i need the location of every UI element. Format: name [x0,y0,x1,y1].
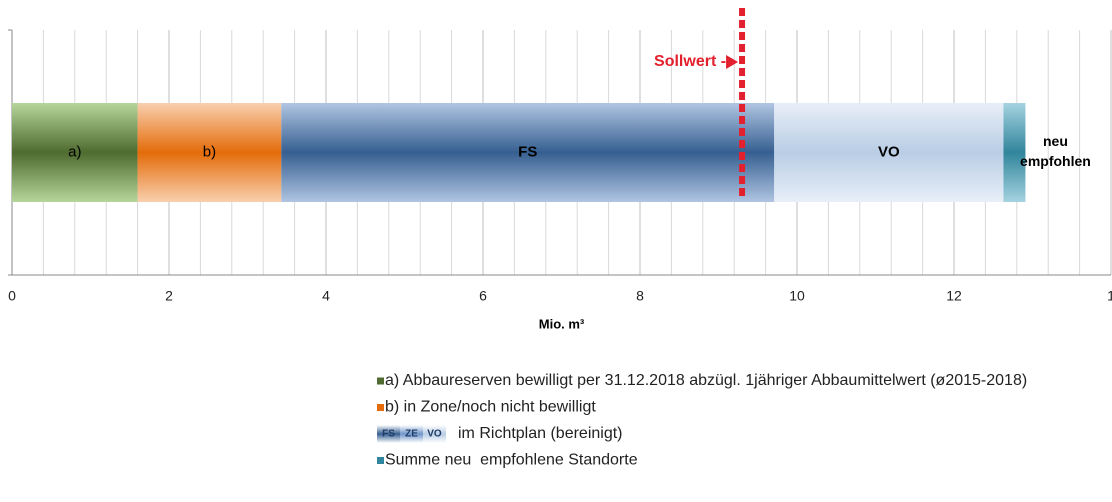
bar-segment [281,103,775,202]
legend-swatch [377,457,384,464]
legend-swatch-label: ZE [405,429,418,440]
segment-label: neu [1043,133,1068,149]
bar-segment [12,103,138,202]
x-tick-label: 12 [946,288,962,304]
x-tick-label: 10 [789,288,805,304]
bar-segment [1003,103,1026,202]
segment-label: empfohlen [1020,153,1091,169]
segment-label: FS [518,143,537,160]
legend-swatch [400,425,423,443]
legend-label: a) Abbaureserven bewilligt per 31.12.201… [385,372,1027,389]
legend-label: im Richtplan (bereinigt) [458,425,623,442]
legend-swatch [377,377,384,385]
legend-swatch [377,425,400,443]
legend-swatch [377,404,384,411]
x-tick-label: 6 [479,288,487,304]
bar-segment [774,103,1004,202]
x-tick-label: 2 [165,288,173,304]
x-tick-label: 0 [8,288,16,304]
bar-segment [137,103,282,202]
legend-label: b) in Zone/noch nicht bewilligt [385,399,596,416]
x-tick-label: 4 [322,288,330,304]
x-axis-label: Mio. m³ [539,316,585,331]
segment-label: a) [68,143,81,160]
legend-swatch-label: FS [382,429,395,440]
x-tick-label: 8 [636,288,644,304]
target-label: Sollwert - [654,53,726,70]
target-arrow [726,55,739,69]
legend-swatch-label: VO [427,429,442,440]
legend-label: Summe neu empfohlene Standorte [385,452,638,469]
segment-label: VO [878,143,900,160]
segment-label: b) [203,143,216,160]
legend-swatch [423,425,446,443]
x-tick-label: 1 [1107,288,1112,304]
